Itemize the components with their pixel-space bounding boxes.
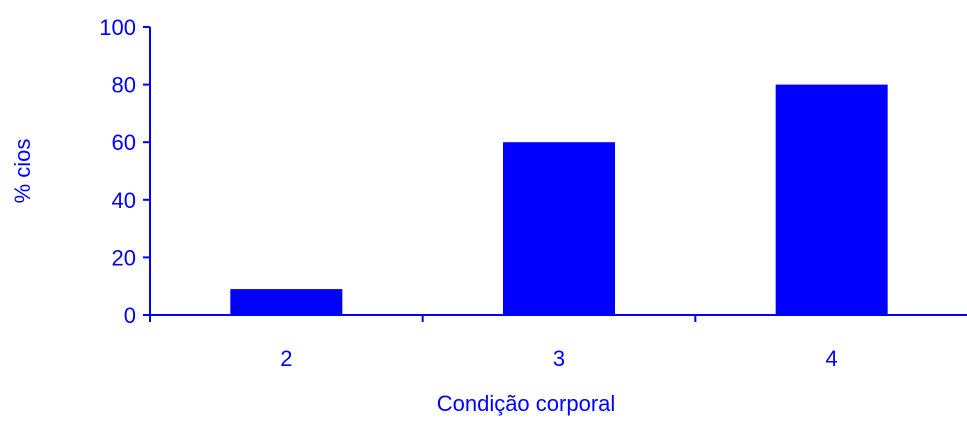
y-tick-label: 100 xyxy=(99,15,136,40)
y-tick-label: 60 xyxy=(112,130,136,155)
y-tick-label: 20 xyxy=(112,245,136,270)
bar-3 xyxy=(503,142,615,315)
y-axis: 0 20 40 60 80 100 xyxy=(99,15,151,328)
x-tick-label: 4 xyxy=(826,346,838,371)
bar-2 xyxy=(230,289,343,315)
y-tick-label: 40 xyxy=(112,188,136,213)
x-axis: 2 3 4 xyxy=(149,314,967,371)
y-tick-label: 80 xyxy=(112,73,136,98)
x-tick-label: 2 xyxy=(280,346,292,371)
y-tick-label: 0 xyxy=(124,303,136,328)
x-axis-label: Condição corporal xyxy=(437,391,616,416)
x-tick-label: 3 xyxy=(553,346,565,371)
y-axis-label: % cios xyxy=(10,139,35,204)
bar-4 xyxy=(775,84,888,315)
bars-group xyxy=(230,84,888,315)
